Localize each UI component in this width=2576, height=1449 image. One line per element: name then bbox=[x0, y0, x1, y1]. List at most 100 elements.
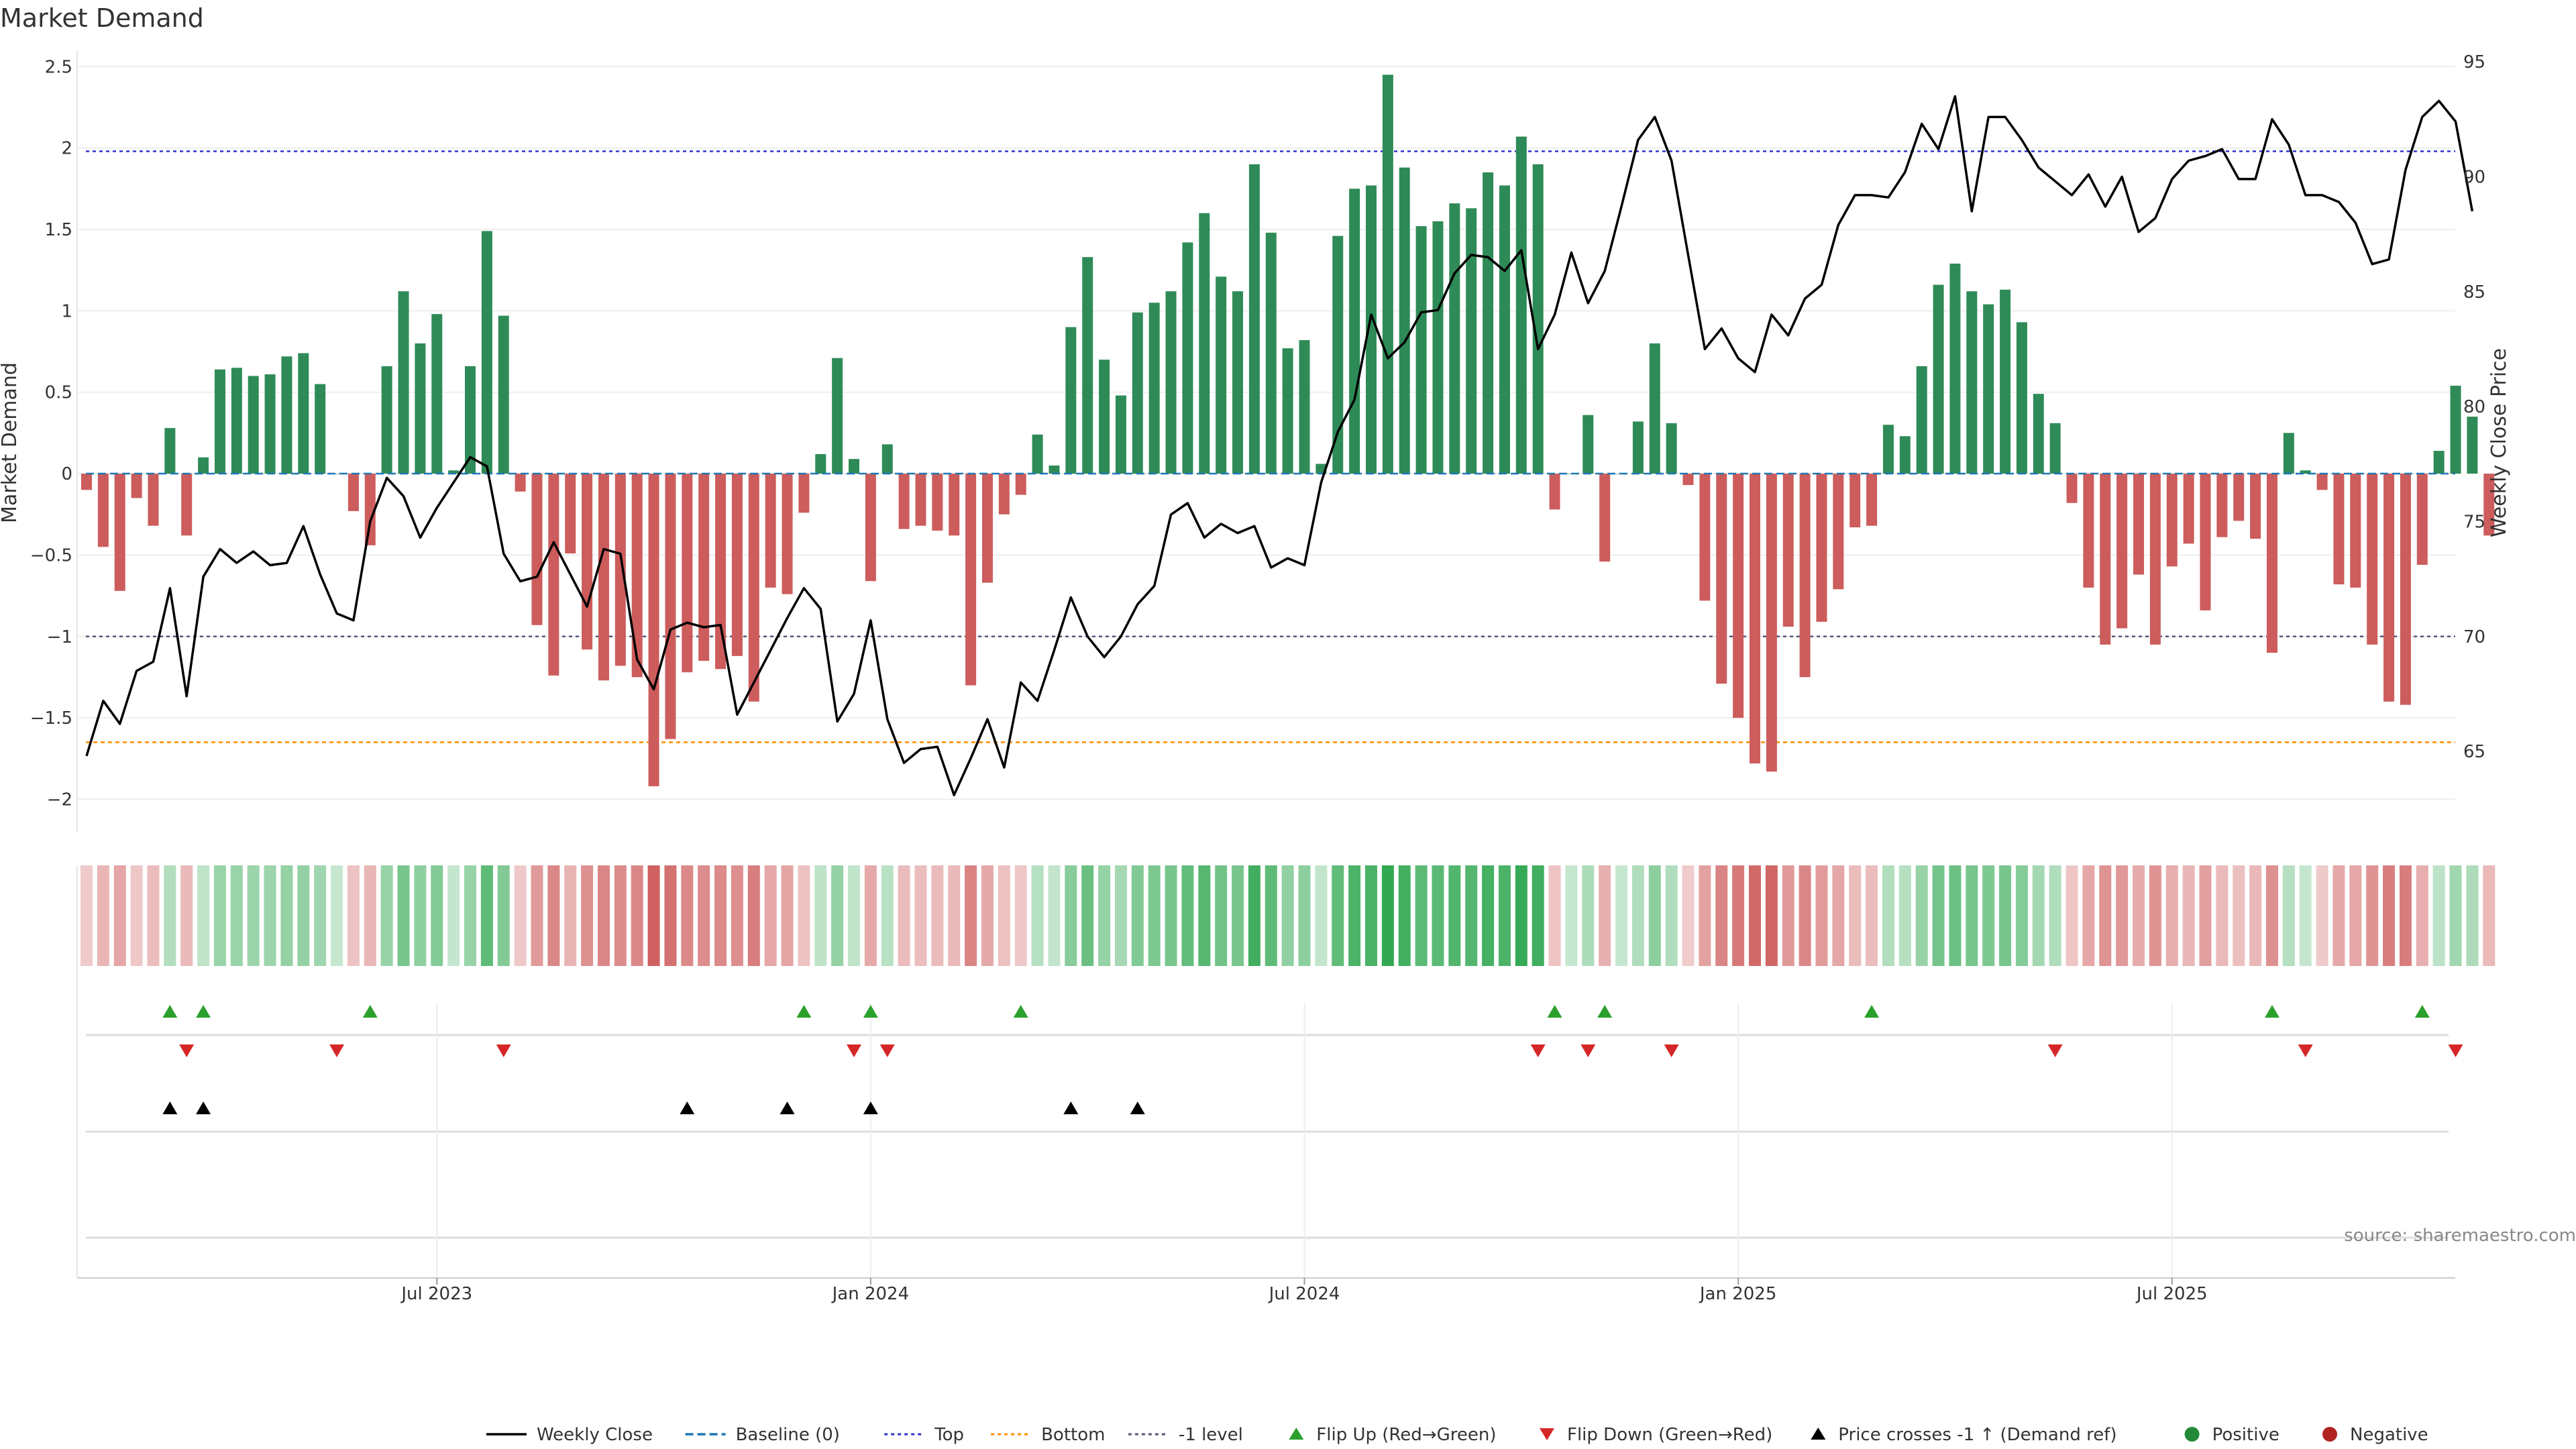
heat-band-cell bbox=[397, 865, 410, 966]
heat-band-cell bbox=[1364, 865, 1377, 966]
demand-bar-positive bbox=[498, 315, 509, 474]
heat-band-cell bbox=[1966, 865, 1978, 966]
heat-band-cell bbox=[2316, 865, 2328, 966]
heat-band-cell bbox=[314, 865, 327, 966]
flip-up-marker bbox=[863, 1005, 878, 1018]
demand-bar-negative bbox=[2266, 474, 2277, 653]
demand-bar-negative bbox=[1599, 474, 1611, 562]
heat-band-cell bbox=[414, 865, 427, 966]
heat-band-cell bbox=[113, 865, 126, 966]
demand-bar-positive bbox=[1232, 291, 1244, 474]
x-axis: Jul 2023 Jan 2024 Jul 2024 Jan 2025 Jul 2025 bbox=[400, 1278, 2208, 1304]
heat-band-cell bbox=[781, 865, 794, 966]
heat-band-cell bbox=[1415, 865, 1428, 966]
heat-band-cell bbox=[97, 865, 109, 966]
demand-bar-positive bbox=[1349, 189, 1360, 474]
heat-band-cell bbox=[1699, 865, 1711, 966]
demand-bar-negative bbox=[665, 474, 676, 739]
y2-tick-label: 70 bbox=[2463, 627, 2485, 647]
heat-band-cell bbox=[1298, 865, 1311, 966]
heat-band-cell bbox=[197, 865, 210, 966]
legend-label-bottom: Bottom bbox=[1041, 1425, 1105, 1445]
y-tick-label: −2 bbox=[47, 790, 72, 810]
heat-band-cell bbox=[2449, 865, 2462, 966]
y-axis-label: Market Demand bbox=[0, 362, 21, 523]
demand-bar-negative bbox=[2133, 474, 2145, 575]
demand-bar-negative bbox=[1716, 474, 1727, 684]
heat-band-cell bbox=[564, 865, 577, 966]
heat-band-cell bbox=[2249, 865, 2262, 966]
heat-band-cell bbox=[1381, 865, 1394, 966]
demand-bar-positive bbox=[1916, 366, 1927, 474]
demand-bar-positive bbox=[1649, 343, 1660, 474]
heat-band-cell bbox=[1832, 865, 1845, 966]
demand-bar-negative bbox=[565, 474, 576, 553]
heat-band-cell bbox=[981, 865, 994, 966]
heat-band-cell bbox=[480, 865, 493, 966]
heat-band-cell bbox=[2483, 865, 2496, 966]
heat-band-cell bbox=[1599, 865, 1611, 966]
heat-band-cell bbox=[1181, 865, 1194, 966]
demand-bar-negative bbox=[731, 474, 743, 656]
demand-bar-negative bbox=[2316, 474, 2328, 490]
demand-bar-negative bbox=[2367, 474, 2378, 645]
x-tick-label: Jul 2024 bbox=[1268, 1284, 1340, 1304]
legend-marker-flip_down bbox=[1540, 1428, 1554, 1440]
heat-band-cell bbox=[1482, 865, 1495, 966]
heat-band-cell bbox=[1749, 865, 1761, 966]
heat-band-cell bbox=[1782, 865, 1794, 966]
flip-up-marker bbox=[1597, 1005, 1613, 1018]
demand-bar-positive bbox=[1115, 395, 1126, 474]
heat-band-cell bbox=[2366, 865, 2379, 966]
demand-bar-negative bbox=[81, 474, 92, 490]
demand-bar-positive bbox=[2450, 385, 2461, 474]
y-tick-label: −1 bbox=[47, 627, 72, 647]
heat-band-cell bbox=[2065, 865, 2078, 966]
heat-band-cell bbox=[1665, 865, 1678, 966]
demand-bar-negative bbox=[598, 474, 609, 681]
demand-bar-positive bbox=[1365, 185, 1377, 474]
flip-up-marker bbox=[1864, 1005, 1880, 1018]
demand-bar-negative bbox=[515, 474, 526, 492]
demand-bar-negative bbox=[1015, 474, 1026, 495]
demand-bar-negative bbox=[531, 474, 543, 625]
flip-up-marker bbox=[2414, 1005, 2430, 1018]
heat-band-cell bbox=[464, 865, 477, 966]
y2-axis: 65 70 75 80 85 90 95 bbox=[2463, 52, 2485, 762]
demand-bar-positive bbox=[1666, 423, 1677, 474]
demand-bar-positive bbox=[264, 374, 276, 474]
heat-band-cell bbox=[2416, 865, 2428, 966]
demand-bar-positive bbox=[1165, 291, 1177, 474]
heat-band-cell bbox=[1131, 865, 1144, 966]
demand-bar-positive bbox=[2000, 289, 2011, 474]
price-cross-marker bbox=[162, 1102, 178, 1114]
heat-band-cell bbox=[347, 865, 360, 966]
demand-bar-positive bbox=[198, 457, 209, 474]
demand-bar-negative bbox=[2216, 474, 2228, 537]
heat-band-cell bbox=[1915, 865, 1928, 966]
heat-band-cell bbox=[1081, 865, 1094, 966]
demand-bar-positive bbox=[1515, 136, 1527, 474]
demand-bar-positive bbox=[2433, 451, 2445, 474]
demand-bar-negative bbox=[2250, 474, 2261, 539]
price-line-layer bbox=[85, 95, 2474, 796]
heat-band-cell bbox=[1248, 865, 1260, 966]
demand-bar-negative bbox=[1799, 474, 1811, 678]
heat-band-cell bbox=[2383, 865, 2396, 966]
demand-bar-positive bbox=[1949, 263, 1961, 474]
price-cross-markers bbox=[162, 1102, 1145, 1114]
y2-tick-label: 95 bbox=[2463, 52, 2485, 72]
heat-band-cell bbox=[1815, 865, 1828, 966]
y2-tick-label: 80 bbox=[2463, 397, 2485, 417]
level-lines bbox=[86, 150, 2455, 743]
demand-bar-negative bbox=[2400, 474, 2411, 705]
demand-bar-positive bbox=[1499, 185, 1510, 474]
flip-down-marker bbox=[179, 1044, 195, 1057]
heat-band-cell bbox=[898, 865, 910, 966]
flip-up-marker bbox=[162, 1005, 178, 1018]
flip-up-marker bbox=[796, 1005, 812, 1018]
heat-band-cell bbox=[1999, 865, 2012, 966]
heat-band-cell bbox=[213, 865, 226, 966]
demand-bar-positive bbox=[1882, 425, 1894, 474]
heat-band-cell bbox=[931, 865, 944, 966]
